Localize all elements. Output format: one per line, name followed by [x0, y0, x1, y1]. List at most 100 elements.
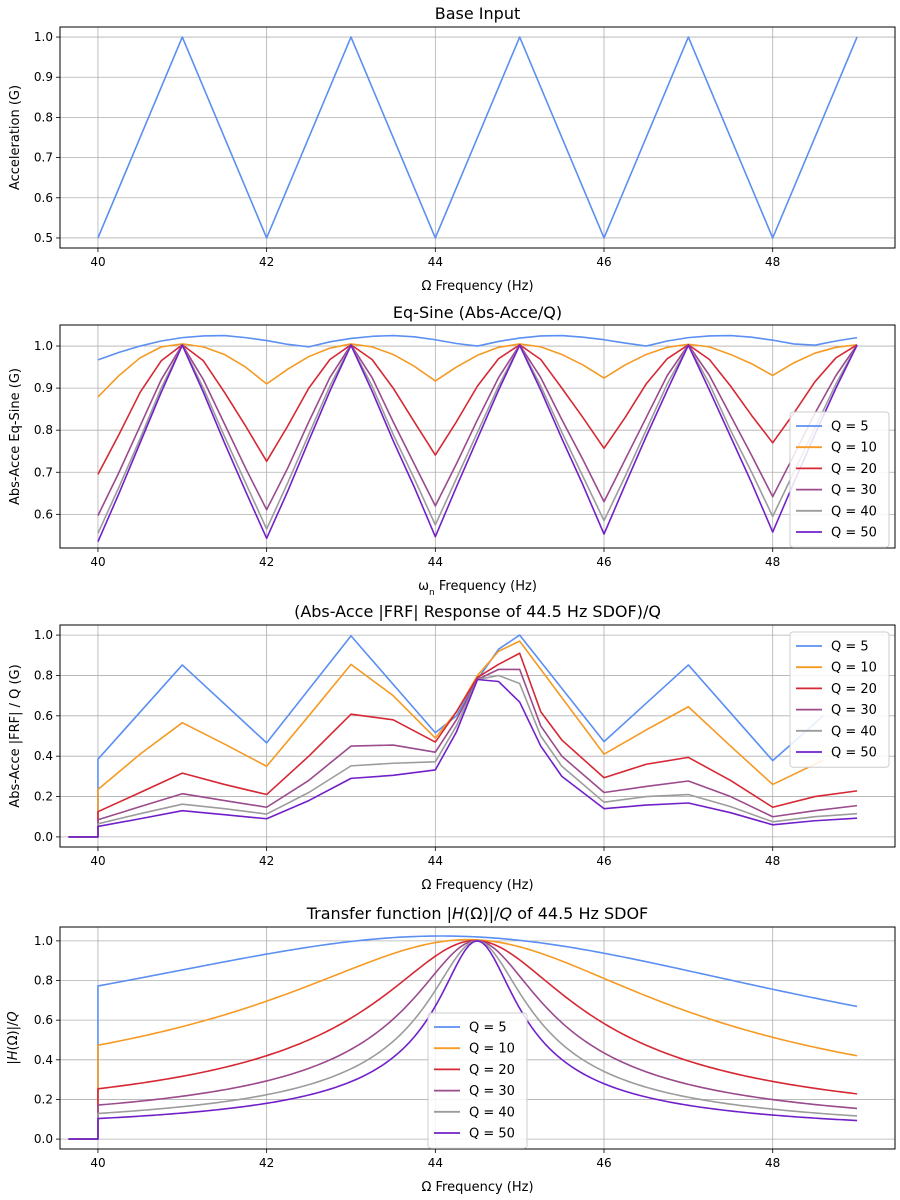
series-line-1 [68, 634, 824, 838]
y-axis-label: Acceleration (G) [8, 85, 23, 190]
series-line-1 [68, 935, 858, 1140]
x-tick-label: 46 [596, 555, 611, 569]
frf-response-chart: (Abs-Acce |FRF| Response of 44.5 Hz SDOF… [8, 602, 896, 893]
x-tick-label: 42 [259, 1156, 274, 1170]
series-line-6 [68, 678, 858, 838]
y-tick-label: 0.6 [34, 507, 53, 521]
y-tick-label: 0.0 [34, 830, 53, 844]
x-tick-label: 44 [428, 255, 443, 269]
y-tick-label: 0.8 [34, 974, 53, 988]
x-axis-label: Ω Frequency (Hz) [421, 279, 533, 294]
legend-label: Q = 50 [469, 1127, 515, 1142]
chart-title: (Abs-Acce |FRF| Response of 44.5 Hz SDOF… [294, 602, 661, 621]
x-axis-label: ωn Frequency (Hz) [418, 579, 537, 598]
x-tick-label: 40 [90, 854, 105, 868]
y-tick-label: 0.8 [34, 110, 53, 124]
x-axis-label: Ω Frequency (Hz) [421, 1180, 533, 1195]
y-axis-label: Abs-Acce |FRF| / Q (G) [8, 664, 23, 807]
y-tick-label: 0.2 [34, 1092, 53, 1106]
x-tick-label: 42 [259, 255, 274, 269]
axes-frame [59, 324, 896, 549]
y-tick-label: 0.2 [34, 790, 53, 804]
legend-label: Q = 30 [831, 483, 877, 498]
y-tick-label: 1.0 [34, 339, 53, 353]
y-tick-label: 0.5 [34, 231, 53, 245]
y-tick-label: 0.9 [34, 381, 53, 395]
x-tick-label: 46 [596, 255, 611, 269]
y-tick-label: 1.0 [34, 628, 53, 642]
legend-label: Q = 40 [831, 504, 877, 519]
legend-label: Q = 20 [831, 462, 877, 477]
x-tick-label: 44 [428, 555, 443, 569]
x-tick-label: 48 [765, 555, 780, 569]
y-tick-label: 0.8 [34, 668, 53, 682]
x-tick-label: 42 [259, 854, 274, 868]
series-line-2 [97, 343, 858, 398]
x-tick-label: 48 [765, 255, 780, 269]
legend-label: Q = 30 [831, 703, 877, 718]
legend-box [427, 1012, 528, 1149]
legend-box [789, 411, 890, 548]
x-tick-label: 40 [90, 555, 105, 569]
x-tick-label: 44 [428, 854, 443, 868]
y-tick-label: 0.6 [34, 1013, 53, 1027]
x-tick-label: 48 [765, 1156, 780, 1170]
series-line-4 [97, 343, 858, 516]
x-axis-label: Ω Frequency (Hz) [421, 878, 533, 893]
y-tick-label: 0.4 [34, 1053, 53, 1067]
y-tick-label: 0.8 [34, 423, 53, 437]
x-tick-label: 44 [428, 1156, 443, 1170]
series-line-4 [68, 668, 858, 838]
axes-frame [59, 26, 896, 249]
series-line-1 [97, 334, 858, 361]
axes-frame [59, 624, 896, 848]
eq-sine-chart: Eq-Sine (Abs-Acce/Q) 40 42 44 46 48 0.6 0.7 0.8… [8, 303, 896, 598]
y-tick-label: 0.0 [34, 1132, 53, 1146]
series-line-3 [68, 652, 858, 838]
legend-label: Q = 5 [831, 420, 869, 435]
series-line-2 [68, 938, 858, 1140]
y-tick-label: 1.0 [34, 30, 53, 44]
y-axis-label: Abs-Acce Eq-Sine (G) [8, 368, 23, 505]
series-line-5 [68, 674, 858, 838]
series-line-6 [97, 344, 858, 543]
legend-label: Q = 10 [831, 441, 877, 456]
legend: Q = 5 Q = 10 Q = 20 Q = 30 Q = 40 Q = 50 [427, 1012, 528, 1149]
chart-title: Transfer function |H(Ω)|/Q of 44.5 Hz SD… [306, 904, 648, 923]
series-line-6 [68, 940, 858, 1140]
series-line-5 [97, 344, 858, 534]
x-tick-label: 46 [596, 1156, 611, 1170]
y-tick-label: 0.7 [34, 465, 53, 479]
series-line-2 [68, 640, 824, 838]
base-input-chart: Base Input 40 42 44 46 480.50.60.70.80.91.0 … [8, 4, 896, 294]
legend-label: Q = 20 [831, 682, 877, 697]
y-tick-label: 0.6 [34, 191, 53, 205]
x-tick-label: 42 [259, 555, 274, 569]
legend-label: Q = 5 [831, 640, 869, 655]
x-tick-label: 40 [90, 1156, 105, 1170]
x-tick-label: 46 [596, 854, 611, 868]
axes-frame [59, 926, 896, 1150]
x-tick-label: 48 [765, 854, 780, 868]
transfer-function-chart: Transfer function |H(Ω)|/Q of 44.5 Hz SD… [6, 904, 896, 1195]
legend-label: Q = 10 [469, 1042, 515, 1057]
y-tick-label: 0.6 [34, 709, 53, 723]
chart-title: Base Input [435, 4, 520, 23]
y-tick-label: 0.4 [34, 749, 53, 763]
series-line-3 [97, 343, 858, 475]
legend-label: Q = 30 [469, 1084, 515, 1099]
y-tick-label: 1.0 [34, 934, 53, 948]
legend-label: Q = 5 [469, 1021, 507, 1036]
legend-label: Q = 50 [831, 746, 877, 761]
x-tick-label: 40 [90, 255, 105, 269]
y-tick-label: 0.9 [34, 70, 53, 84]
legend-label: Q = 50 [831, 526, 877, 541]
legend-label: Q = 10 [831, 661, 877, 676]
legend-box [789, 631, 890, 768]
chart-title: Eq-Sine (Abs-Acce/Q) [393, 303, 562, 322]
legend-label: Q = 40 [831, 724, 877, 739]
y-axis-label: |H(Ω)|/Q [6, 1011, 21, 1064]
legend-label: Q = 40 [469, 1105, 515, 1120]
